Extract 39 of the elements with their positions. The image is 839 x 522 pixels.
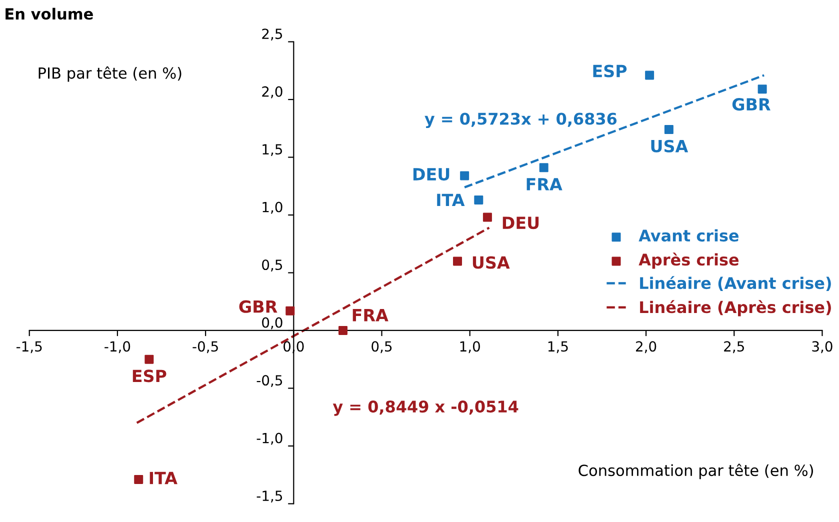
annotation: y = 0,8449 x -0,0514	[332, 400, 518, 416]
y-tick-label: 2,0	[262, 86, 282, 98]
annotation: FRA	[352, 309, 388, 322]
x-tick-label: 1,0	[460, 341, 480, 354]
annotation: GBR	[732, 98, 770, 111]
x-tick-label: 2,0	[636, 341, 656, 354]
chart-subtitle: En volume	[6, 8, 93, 20]
annotation: y = 0,5723x + 0,6836	[424, 112, 617, 128]
annotation: GBR	[239, 300, 278, 313]
y-tick-label: 1,0	[262, 202, 282, 214]
annotation: ITA	[437, 194, 465, 206]
annotation: DEU	[413, 168, 450, 181]
y-tick-label: 1,5	[262, 144, 282, 156]
x-tick-label: 1,5	[548, 341, 568, 354]
x-tick-label: 2,5	[724, 341, 744, 354]
y-tick-label: -1,0	[256, 432, 282, 445]
x-tick-label: -1,5	[16, 341, 42, 354]
y-tick-label: -1,5	[256, 490, 282, 502]
legend-label: Linéaire (Avant crise)	[640, 276, 831, 291]
y-tick-label: 0,5	[262, 260, 282, 272]
y-tick-label: 0,0	[262, 317, 282, 330]
annotation: ITA	[150, 472, 178, 484]
annotation: DEU	[502, 216, 539, 230]
x-tick-label: -1,0	[104, 341, 130, 354]
x-tick-label: 0,5	[372, 341, 392, 354]
annotation: ESP	[593, 64, 627, 78]
x-axis-title: Consommation par tête (en %)	[578, 464, 813, 480]
y-tick-label: 2,5	[262, 28, 282, 40]
annotation: ESP	[132, 370, 166, 382]
x-tick-label: -0,5	[192, 341, 218, 354]
x-tick-label: 3,0	[812, 341, 832, 354]
legend-label: Avant crise	[638, 229, 739, 242]
annotation: USA	[472, 256, 510, 269]
y-tick-label: -0,5	[256, 375, 282, 387]
legend-label: Après crise	[638, 252, 739, 269]
annotation: FRA	[526, 178, 562, 190]
y-axis-title: PIB par tête (en %)	[38, 66, 182, 82]
annotation: USA	[651, 140, 688, 152]
legend-label: Linéaire (Après crise)	[640, 300, 831, 316]
